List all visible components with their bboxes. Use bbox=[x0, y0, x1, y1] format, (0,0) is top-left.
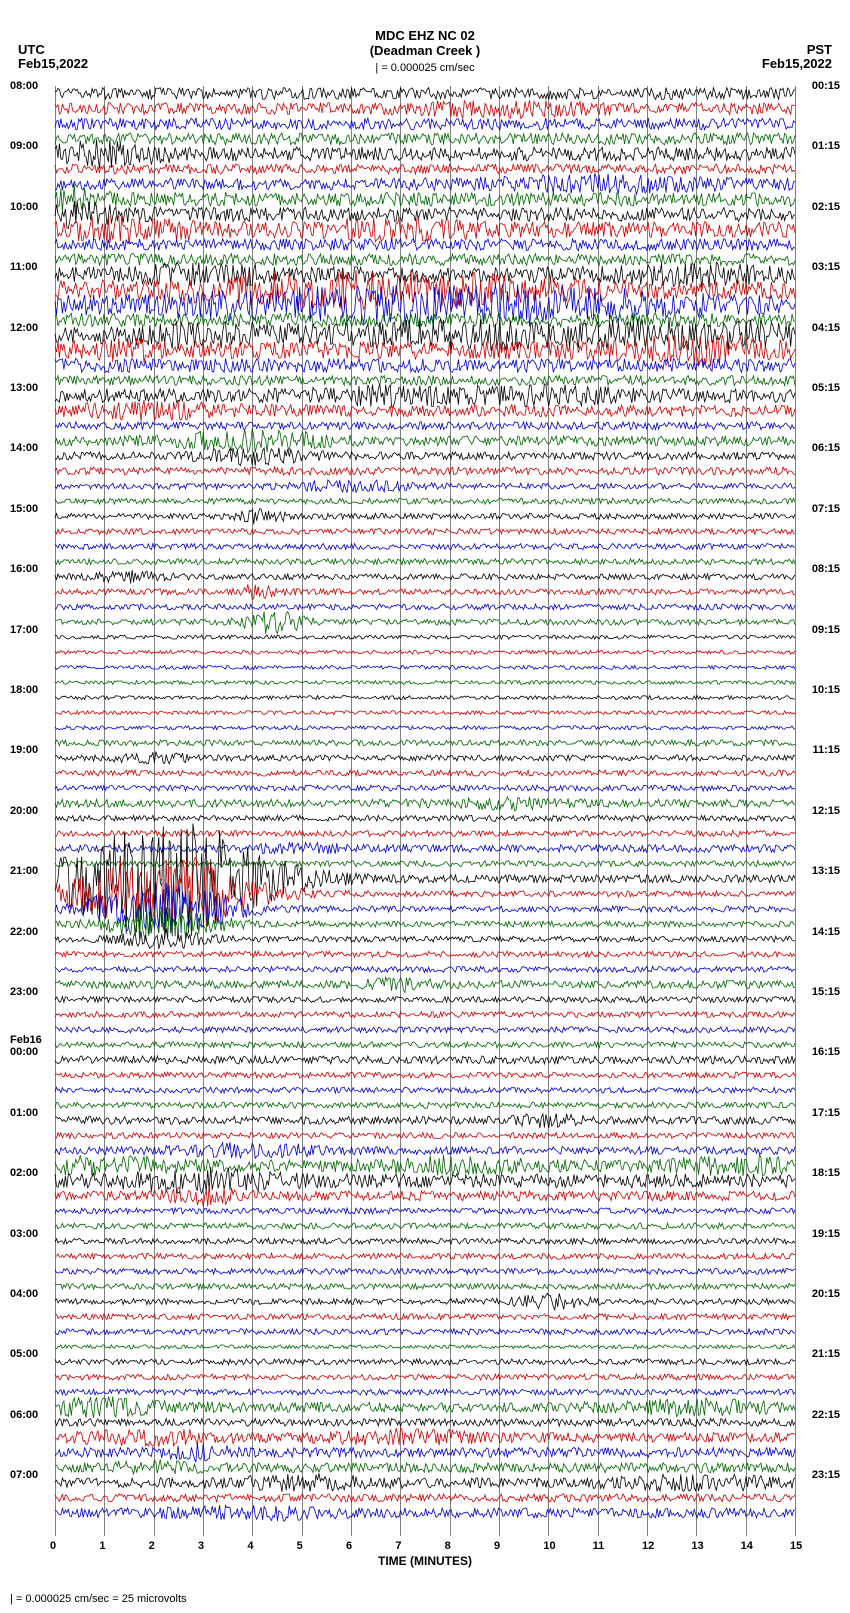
seismic-trace bbox=[55, 86, 795, 1536]
xaxis-tick-label: 3 bbox=[198, 1540, 204, 1552]
utc-time-label: 08:00 bbox=[10, 80, 38, 92]
utc-time-label: 10:00 bbox=[10, 201, 38, 213]
pst-time-label: 00:15 bbox=[812, 80, 840, 92]
pst-time-label: 15:15 bbox=[812, 986, 840, 998]
pst-time-label: 14:15 bbox=[812, 926, 840, 938]
header: MDC EHZ NC 02 (Deadman Creek ) bbox=[0, 28, 850, 58]
utc-time-label: 11:00 bbox=[10, 261, 38, 273]
xaxis-tick-label: 6 bbox=[346, 1540, 352, 1552]
station-id: MDC EHZ NC 02 bbox=[0, 28, 850, 43]
seismogram-container: MDC EHZ NC 02 (Deadman Creek ) | = 0.000… bbox=[0, 0, 850, 1613]
pst-time-label: 11:15 bbox=[812, 744, 840, 756]
scale-indicator: | = 0.000025 cm/sec bbox=[375, 62, 474, 74]
xaxis-tick-label: 1 bbox=[99, 1540, 105, 1552]
plot-area bbox=[55, 86, 795, 1536]
utc-time-label: 05:00 bbox=[10, 1348, 38, 1360]
xaxis-tick-label: 2 bbox=[149, 1540, 155, 1552]
utc-time-label: 00:00 bbox=[10, 1046, 38, 1058]
xaxis-title: TIME (MINUTES) bbox=[55, 1554, 795, 1568]
pst-time-label: 21:15 bbox=[812, 1348, 840, 1360]
utc-time-label: 07:00 bbox=[10, 1469, 38, 1481]
xaxis-tick-label: 7 bbox=[395, 1540, 401, 1552]
pst-time-label: 06:15 bbox=[812, 442, 840, 454]
utc-time-label: 20:00 bbox=[10, 805, 38, 817]
utc-time-label: 16:00 bbox=[10, 563, 38, 575]
utc-time-label: 13:00 bbox=[10, 382, 38, 394]
pst-time-label: 17:15 bbox=[812, 1107, 840, 1119]
xaxis-tick-label: 0 bbox=[50, 1540, 56, 1552]
pst-time-label: 18:15 bbox=[812, 1167, 840, 1179]
pst-time-label: 13:15 bbox=[812, 865, 840, 877]
pst-time-label: 19:15 bbox=[812, 1228, 840, 1240]
xaxis-tick-label: 13 bbox=[691, 1540, 703, 1552]
xaxis-tick-label: 15 bbox=[790, 1540, 802, 1552]
date-right-label: Feb15,2022 bbox=[762, 56, 832, 71]
utc-time-label: 19:00 bbox=[10, 744, 38, 756]
tz-right-label: PST bbox=[807, 42, 832, 57]
utc-time-label: 01:00 bbox=[10, 1107, 38, 1119]
pst-time-label: 16:15 bbox=[812, 1046, 840, 1058]
tz-left-label: UTC bbox=[18, 42, 45, 57]
xaxis-tick-label: 4 bbox=[247, 1540, 253, 1552]
xaxis-tick-label: 8 bbox=[445, 1540, 451, 1552]
footer-scale: | = 0.000025 cm/sec = 25 microvolts bbox=[10, 1593, 187, 1605]
pst-time-label: 23:15 bbox=[812, 1469, 840, 1481]
xaxis-tick-label: 12 bbox=[642, 1540, 654, 1552]
xaxis-tick-label: 9 bbox=[494, 1540, 500, 1552]
pst-time-label: 07:15 bbox=[812, 503, 840, 515]
pst-time-label: 03:15 bbox=[812, 261, 840, 273]
utc-time-label: 04:00 bbox=[10, 1288, 38, 1300]
utc-time-label: 02:00 bbox=[10, 1167, 38, 1179]
date-break-label: Feb16 bbox=[10, 1034, 42, 1046]
date-left-label: Feb15,2022 bbox=[18, 56, 88, 71]
utc-time-label: 22:00 bbox=[10, 926, 38, 938]
utc-time-label: 23:00 bbox=[10, 986, 38, 998]
pst-time-label: 09:15 bbox=[812, 624, 840, 636]
utc-time-label: 21:00 bbox=[10, 865, 38, 877]
pst-time-label: 02:15 bbox=[812, 201, 840, 213]
utc-time-label: 14:00 bbox=[10, 442, 38, 454]
utc-time-label: 06:00 bbox=[10, 1409, 38, 1421]
xaxis-tick-label: 5 bbox=[297, 1540, 303, 1552]
utc-time-label: 12:00 bbox=[10, 322, 38, 334]
pst-time-label: 22:15 bbox=[812, 1409, 840, 1421]
utc-time-label: 17:00 bbox=[10, 624, 38, 636]
xaxis-tick-label: 14 bbox=[741, 1540, 753, 1552]
utc-time-label: 03:00 bbox=[10, 1228, 38, 1240]
station-name: (Deadman Creek ) bbox=[0, 43, 850, 58]
pst-time-label: 05:15 bbox=[812, 382, 840, 394]
utc-time-label: 15:00 bbox=[10, 503, 38, 515]
pst-time-label: 20:15 bbox=[812, 1288, 840, 1300]
utc-time-label: 09:00 bbox=[10, 140, 38, 152]
pst-time-label: 04:15 bbox=[812, 322, 840, 334]
pst-time-label: 01:15 bbox=[812, 140, 840, 152]
xaxis-tick-label: 10 bbox=[543, 1540, 555, 1552]
pst-time-label: 08:15 bbox=[812, 563, 840, 575]
pst-time-label: 12:15 bbox=[812, 805, 840, 817]
xaxis-tick-label: 11 bbox=[593, 1540, 605, 1552]
utc-time-label: 18:00 bbox=[10, 684, 38, 696]
pst-time-label: 10:15 bbox=[812, 684, 840, 696]
